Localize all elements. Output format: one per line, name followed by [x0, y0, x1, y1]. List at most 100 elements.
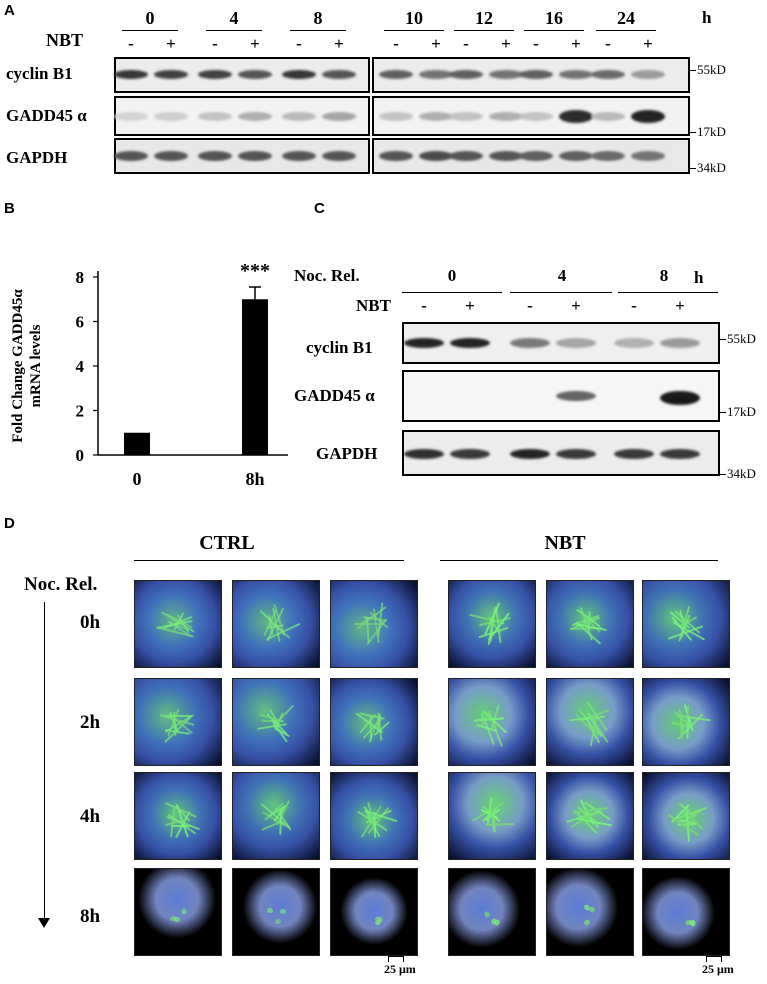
panel-a-band-gadd45a	[198, 112, 232, 121]
panel-a-row-label-gadd45a: GADD45 α	[6, 106, 87, 125]
panel-d-nbt-rule	[440, 560, 718, 561]
panel-a-band-gadd45a	[449, 112, 483, 121]
panel-label-c: C	[314, 200, 325, 217]
panel-c-time-8: 8	[659, 266, 669, 285]
panel-c-treatment-label: NBT	[356, 296, 391, 315]
panel-a-band-gapdh	[519, 151, 553, 161]
panel-c-release-label: Noc. Rel.	[294, 266, 360, 285]
panel-a-sign-plus: +	[643, 34, 653, 53]
y-tick-label: 4	[76, 357, 85, 376]
panel-a-band-cyclin_b1	[154, 70, 188, 79]
panel-c-row-label-cyclin-b1: cyclin B1	[306, 338, 373, 357]
micrograph-ctrl-8h-3	[330, 868, 418, 956]
panel-c-band-cyclin_b1	[556, 338, 596, 348]
panel-d-scale-label-ctrl: 25 μm	[384, 962, 416, 976]
panel-a-time-10: 10	[405, 8, 423, 28]
panel-a-band-cyclin_b1	[489, 70, 523, 79]
bar-0	[124, 432, 150, 455]
panel-a-band-gapdh	[154, 151, 188, 161]
micrograph-ctrl-0h-2	[232, 580, 320, 668]
spindle-fibre	[583, 918, 591, 927]
panel-a-band-cyclin_b1	[322, 70, 356, 79]
x-tick-label: 8h	[245, 469, 264, 489]
micrograph-ctrl-4h-3	[330, 772, 418, 860]
panel-d-row-label-8h: 8h	[80, 906, 101, 927]
panel-a-row-label-cyclin-b1: cyclin B1	[6, 64, 73, 83]
panel-a-sign-plus: +	[501, 34, 511, 53]
panel-a-band-gapdh	[198, 151, 232, 161]
panel-a-band-gapdh	[591, 151, 625, 161]
panel-c-time-rule-4	[510, 292, 612, 293]
panel-c-band-cyclin_b1	[660, 338, 700, 348]
panel-a-sign-minus: -	[533, 34, 539, 53]
panel-a-sign-plus: +	[571, 34, 581, 53]
panel-a-band-gadd45a	[631, 110, 665, 123]
panel-b-bar-chart: 0 2 4 6 8 Fold Change GADD45α mRNA levels 0 8h **…	[10, 260, 288, 489]
panel-a-time-rule-10	[384, 30, 444, 31]
panel-d-scale-bar-nbt	[706, 956, 722, 962]
panel-label-b: B	[4, 200, 15, 217]
panel-d-time-arrow	[44, 602, 45, 920]
panel-a-band-cyclin_b1	[519, 70, 553, 79]
panel-a-band-gapdh	[238, 151, 272, 161]
panel-a-sign-plus: +	[334, 34, 344, 53]
panel-c-band-cyclin_b1	[450, 338, 490, 348]
panel-a-band-gadd45a	[282, 112, 316, 121]
panel-c-row-label-gapdh: GAPDH	[316, 444, 378, 463]
panel-a-band-cyclin_b1	[631, 70, 665, 79]
panel-a-marker-17kd: 17kD	[697, 124, 726, 139]
x-tick-label: 0	[133, 469, 142, 489]
panel-a-band-cyclin_b1	[282, 70, 316, 79]
panel-c-band-gadd45a	[556, 391, 596, 401]
panel-a-time-rule-24	[596, 30, 656, 31]
panel-a-band-gapdh	[322, 151, 356, 161]
y-tick-label: 0	[76, 446, 85, 465]
panel-a-time-8: 8	[313, 8, 323, 28]
panel-a-time-16: 16	[545, 8, 563, 28]
panel-a-band-gapdh	[631, 151, 665, 161]
panel-label-a: A	[4, 2, 15, 19]
panel-c-sign-plus: +	[571, 296, 581, 315]
micrograph-nbt-4h-3	[642, 772, 730, 860]
panel-a-sign-minus: -	[128, 34, 134, 53]
panel-a-band-gapdh	[282, 151, 316, 161]
micrograph-ctrl-4h-1	[134, 772, 222, 860]
panel-c-band-cyclin_b1	[614, 338, 654, 348]
panel-c-row-label-gadd45a: GADD45 α	[294, 386, 375, 405]
panel-a-sign-minus: -	[605, 34, 611, 53]
panel-a-time-rule-8	[290, 30, 346, 31]
panel-a-marker-55kd: 55kD	[697, 62, 726, 77]
micrograph-ctrl-0h-1	[134, 580, 222, 668]
panel-c-band-gapdh	[510, 449, 550, 459]
panel-c-marker-17kd: 17kD	[727, 404, 756, 419]
panel-d-group-ctrl: CTRL	[199, 532, 255, 554]
micrograph-ctrl-2h-1	[134, 678, 222, 766]
panel-a-band-gadd45a	[379, 112, 413, 121]
panel-c-sign-minus: -	[527, 296, 533, 315]
micrograph-ctrl-8h-2	[232, 868, 320, 956]
panel-c-band-gadd45a	[660, 391, 700, 405]
panel-a-band-cyclin_b1	[114, 70, 148, 79]
panel-a-sign-minus: -	[463, 34, 469, 53]
panel-a-hours-unit: h	[702, 8, 712, 27]
micrograph-nbt-2h-3	[642, 678, 730, 766]
panel-a-band-cyclin_b1	[591, 70, 625, 79]
spindle-fibre	[274, 918, 282, 925]
panel-d-row-label-4h: 4h	[80, 806, 101, 827]
spindle-fibre	[164, 715, 192, 717]
micrograph-nbt-0h-3	[642, 580, 730, 668]
panel-a-band-gapdh	[449, 151, 483, 161]
micrograph-ctrl-0h-3	[330, 580, 418, 668]
micrograph-ctrl-8h-1	[134, 868, 222, 956]
spindle-fibre	[688, 919, 696, 926]
micrograph-nbt-0h-2	[546, 580, 634, 668]
spindle-fibre	[354, 623, 384, 625]
micrograph-nbt-2h-1	[448, 678, 536, 766]
panel-c-band-gapdh	[450, 449, 490, 459]
panel-c-sign-minus: -	[631, 296, 637, 315]
panel-a-band-gapdh	[559, 151, 593, 161]
panel-a-time-rule-12	[454, 30, 514, 31]
spindle-fibre	[679, 714, 683, 740]
panel-a-time-24: 24	[617, 8, 635, 28]
panel-a-band-gapdh	[419, 151, 453, 161]
